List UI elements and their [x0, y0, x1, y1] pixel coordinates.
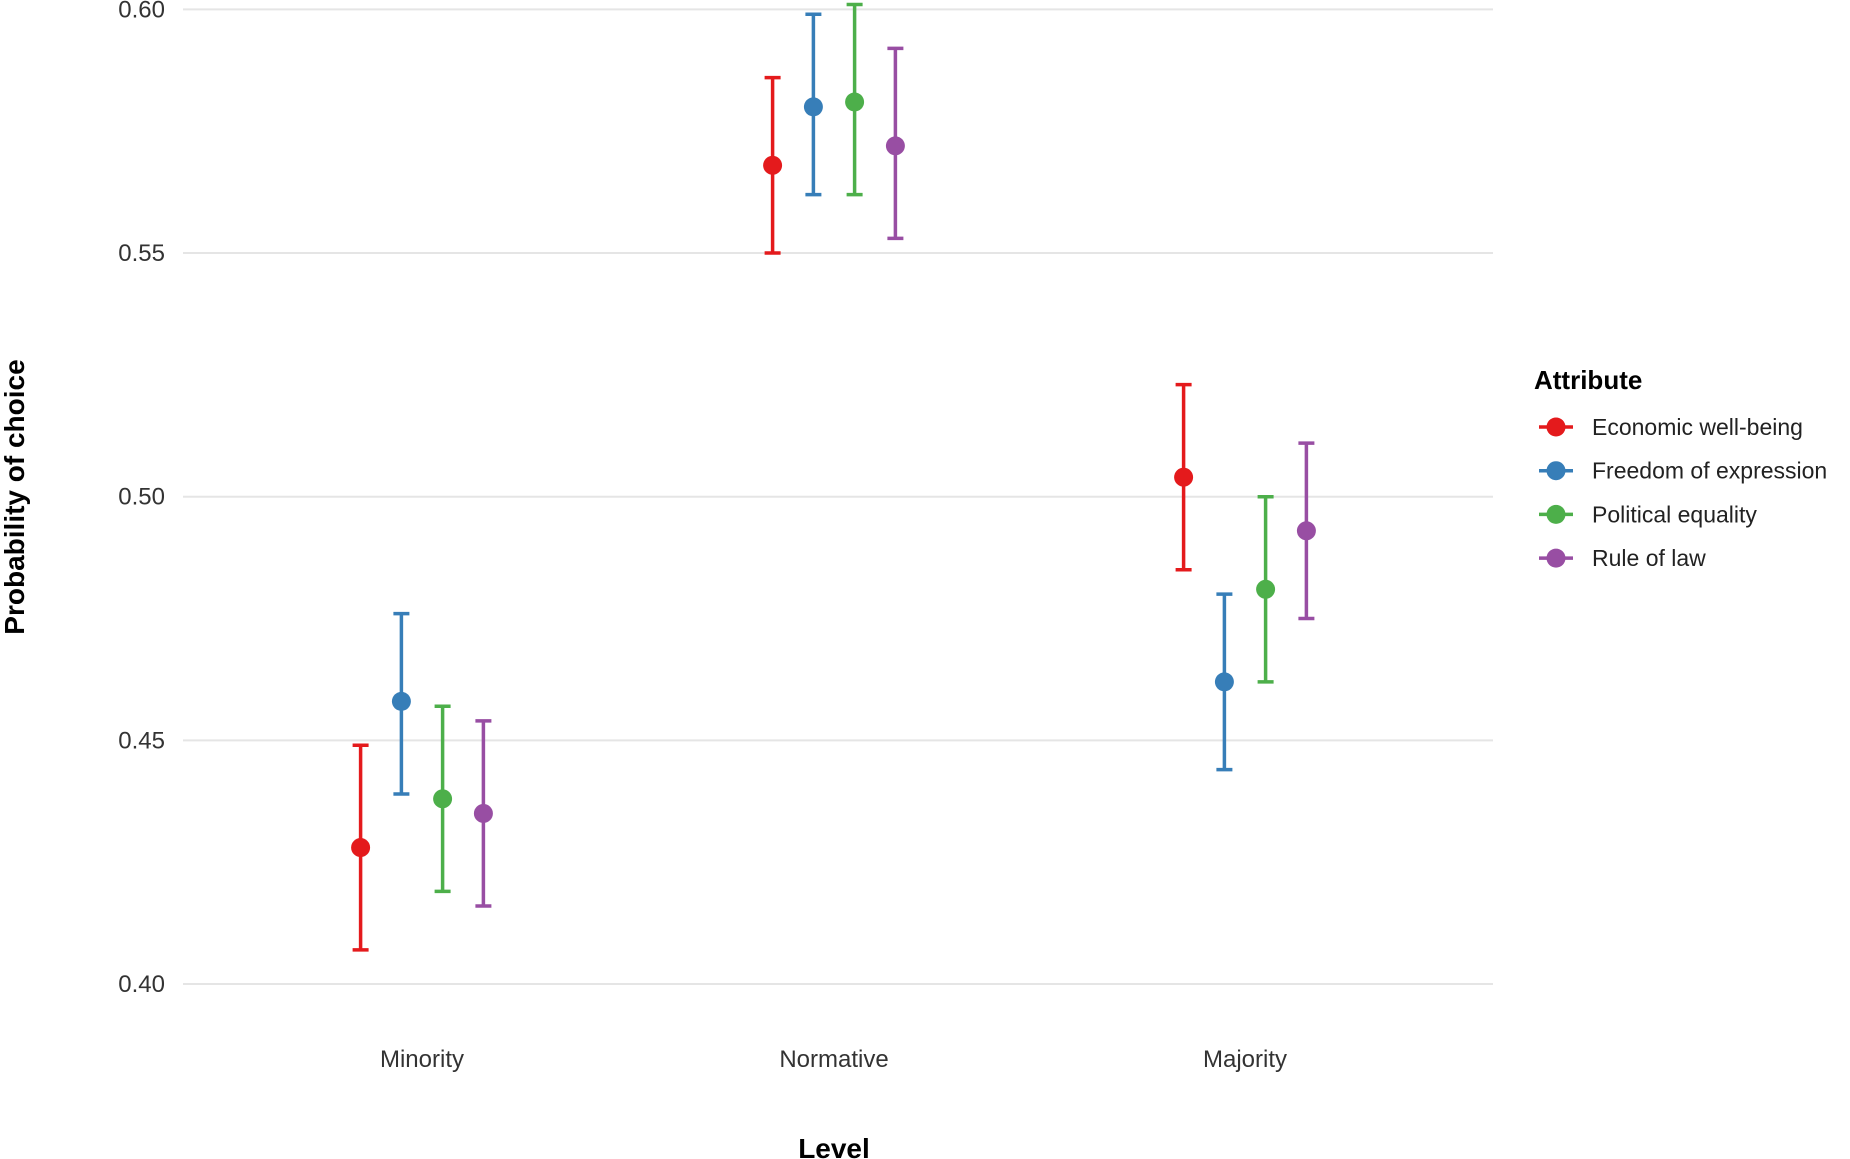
y-tick-label: 0.50: [118, 484, 165, 511]
x-tick-label: Normative: [779, 1046, 888, 1073]
data-point: [391, 691, 411, 711]
gridlines: [183, 8, 1493, 985]
legend-key-point: [1546, 417, 1566, 437]
x-tick-labels: Minority Normative Majority: [380, 1046, 1287, 1073]
legend-item: Economic well-being: [1539, 414, 1803, 440]
y-tick-label: 0.60: [118, 0, 165, 23]
series-political-equality: [433, 2, 1276, 894]
y-tick-label: 0.45: [118, 727, 165, 754]
legend-label: Rule of law: [1592, 545, 1706, 571]
x-axis-title: Level: [798, 1133, 870, 1159]
data-marks: [351, 2, 1316, 952]
legend: Attribute Economic well-being Freedom of …: [1534, 365, 1827, 571]
data-point: [351, 838, 371, 858]
series-rule-of-law: [473, 46, 1316, 908]
data-point: [1256, 579, 1276, 599]
data-point: [803, 97, 823, 117]
data-point: [1214, 672, 1234, 692]
data-point: [885, 136, 905, 156]
series-freedom-of-expression: [391, 12, 1234, 796]
y-tick-label: 0.55: [118, 240, 165, 267]
legend-title: Attribute: [1534, 365, 1642, 395]
legend-key-point: [1546, 461, 1566, 481]
legend-key-point: [1546, 548, 1566, 568]
y-tick-labels: 0.40 0.45 0.50 0.55 0.60: [118, 0, 165, 998]
legend-item: Rule of law: [1539, 545, 1706, 571]
legend-label: Political equality: [1592, 501, 1757, 527]
data-point: [1174, 467, 1194, 487]
legend-item: Freedom of expression: [1539, 458, 1827, 484]
data-point: [763, 155, 783, 175]
y-axis-title: Probability of choice: [0, 359, 30, 634]
legend-label: Economic well-being: [1592, 414, 1803, 440]
x-tick-label: Majority: [1203, 1046, 1287, 1073]
data-point: [473, 803, 493, 823]
legend-item: Political equality: [1539, 501, 1757, 527]
data-point: [433, 789, 453, 809]
legend-key-point: [1546, 504, 1566, 524]
x-tick-label: Minority: [380, 1046, 464, 1073]
legend-label: Freedom of expression: [1592, 458, 1827, 484]
y-tick-label: 0.40: [118, 971, 165, 998]
series-economic-well-being: [351, 75, 1194, 952]
data-point: [1296, 521, 1316, 541]
data-point: [845, 92, 865, 112]
